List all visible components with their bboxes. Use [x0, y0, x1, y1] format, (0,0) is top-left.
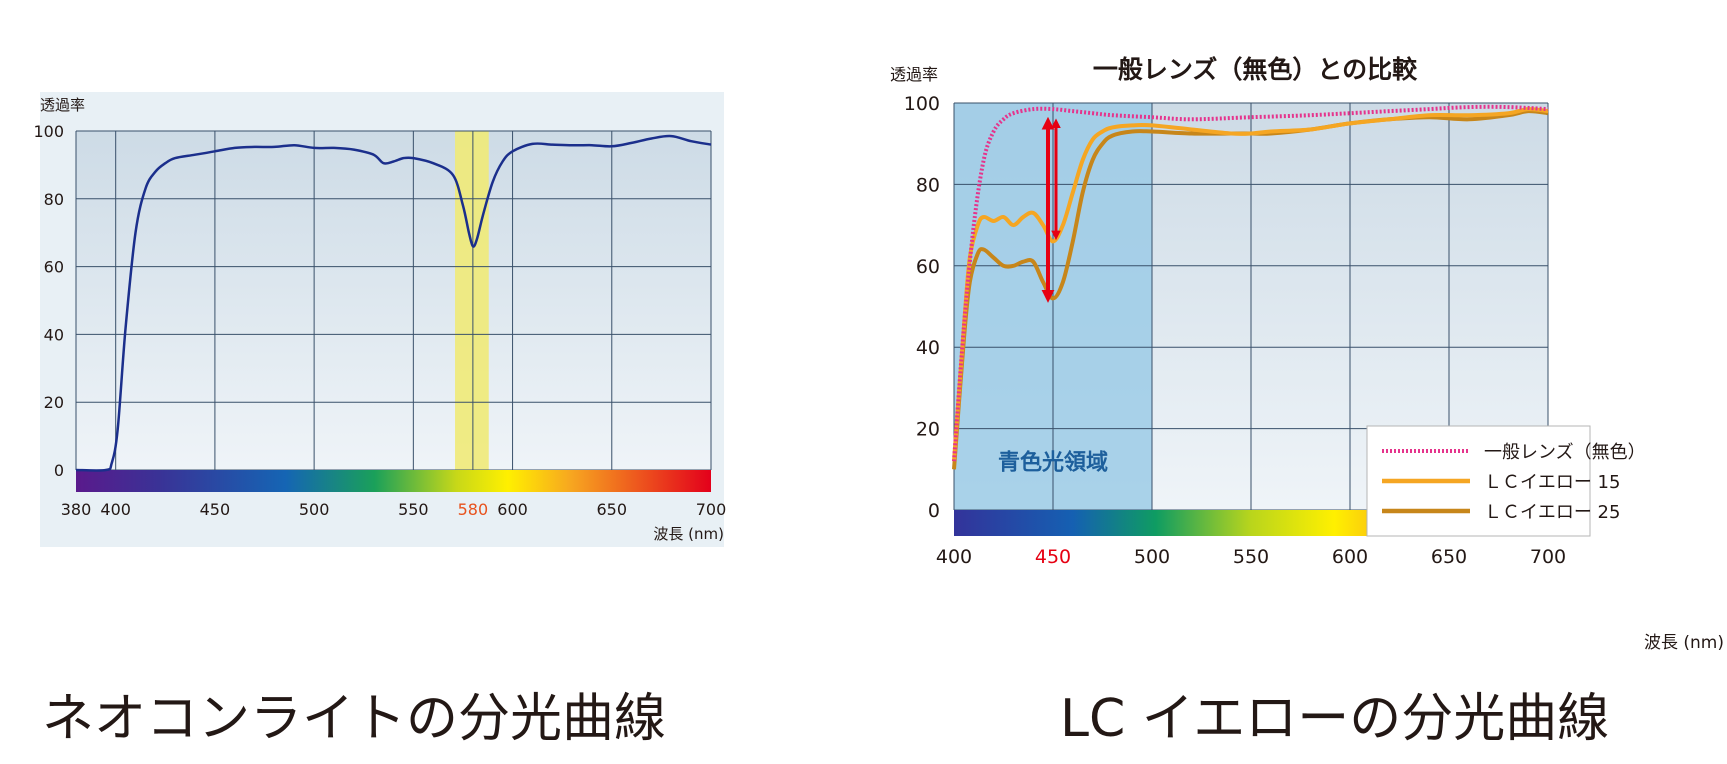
legend-label-15: ＬＣイエロー 15: [1484, 472, 1620, 493]
left-plot-area: [76, 131, 711, 470]
right-chart: 青色光領域 一般レンズ（無色）との比較 透過率 0 20 40 60 80 100 400…: [890, 55, 1724, 653]
right-y-tick-label: 80: [916, 174, 940, 196]
left-grid: [75, 130, 712, 471]
caption-right: LC イエローの分光曲線: [1060, 689, 1610, 749]
left-y-tick-label: 100: [33, 122, 64, 141]
right-x-tick-label: 400: [936, 546, 972, 568]
left-x-tick-label: 650: [597, 500, 628, 519]
left-y-tick-label: 60: [44, 258, 64, 277]
left-x-tick-label: 380: [61, 500, 92, 519]
series-ordinary-lens: [952, 104, 1549, 462]
left-y-tick-label: 20: [44, 393, 64, 412]
right-xlabel: 波長 (nm): [1644, 633, 1724, 653]
left-y-ticks: 0 20 40 60 80 100: [33, 122, 64, 480]
series-lc-yellow-15: [952, 107, 1549, 462]
left-x-tick-label: 400: [100, 500, 131, 519]
left-spectrum-bar: [76, 470, 711, 492]
left-transmittance-curve: [75, 134, 712, 472]
left-x-tick-label: 450: [200, 500, 231, 519]
left-xlabel: 波長 (nm): [653, 525, 724, 543]
right-y-tick-label: 40: [916, 337, 940, 359]
caption-left: ネオコンライトの分光曲線: [42, 689, 667, 749]
right-x-tick-label: 550: [1233, 546, 1269, 568]
right-y-tick-label: 100: [904, 93, 940, 115]
left-chart: 透過率 0 20 40 60 80 100 380 400 450 500 550 580 600 65…: [33, 92, 726, 547]
region-label: 青色光領域: [998, 449, 1108, 475]
right-ylabel: 透過率: [890, 65, 938, 84]
right-x-tick-label: 650: [1431, 546, 1467, 568]
right-x-tick-label: 700: [1530, 546, 1566, 568]
right-x-tick-label: 450: [1035, 546, 1071, 568]
right-x-ticks: 400 450 500 550 600 650 700: [936, 546, 1566, 568]
left-x-tick-label: 500: [299, 500, 330, 519]
legend: 一般レンズ（無色） ＬＣイエロー 15 ＬＣイエロー 25: [1366, 425, 1646, 537]
left-x-ticks: 380 400 450 500 550 580 600 650 700: [61, 500, 727, 519]
right-x-tick-label: 600: [1332, 546, 1368, 568]
legend-label-ordinary: 一般レンズ（無色）: [1484, 442, 1646, 463]
right-y-tick-label: 60: [916, 256, 940, 278]
left-x-tick-label: 550: [398, 500, 429, 519]
right-y-tick-label: 0: [928, 500, 940, 522]
right-y-tick-label: 20: [916, 419, 940, 441]
right-title: 一般レンズ（無色）との比較: [1093, 55, 1418, 84]
left-highlight-band: [455, 131, 489, 470]
left-y-tick-label: 0: [54, 461, 64, 480]
left-x-tick-label: 600: [497, 500, 528, 519]
right-x-tick-label: 500: [1134, 546, 1170, 568]
right-y-ticks: 0 20 40 60 80 100: [904, 93, 940, 522]
left-x-tick-label: 700: [696, 500, 727, 519]
left-ylabel: 透過率: [40, 96, 85, 114]
legend-label-25: ＬＣイエロー 25: [1484, 502, 1620, 523]
left-y-tick-label: 80: [44, 190, 64, 209]
left-x-tick-label: 580: [458, 500, 489, 519]
left-y-tick-label: 40: [44, 325, 64, 344]
